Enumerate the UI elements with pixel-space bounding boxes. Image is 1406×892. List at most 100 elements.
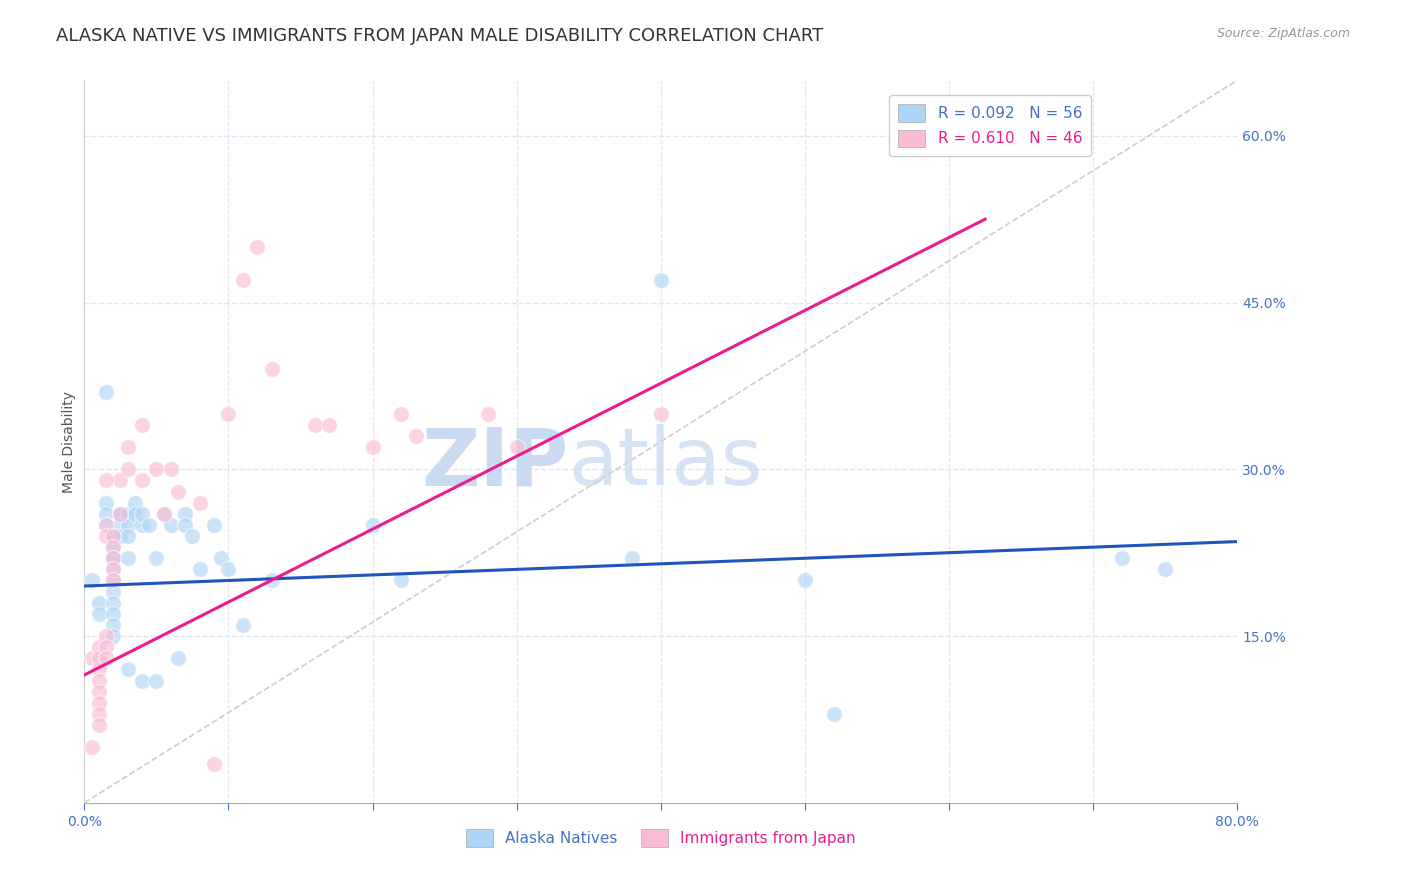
- Point: [87, 684, 110, 698]
- Point: [110, 507, 132, 521]
- Point: [246, 240, 269, 254]
- Point: [87, 718, 110, 732]
- Text: Source: ZipAtlas.com: Source: ZipAtlas.com: [1216, 27, 1350, 40]
- Point: [391, 574, 413, 588]
- Point: [145, 551, 167, 566]
- Point: [131, 517, 153, 532]
- Point: [80, 740, 103, 755]
- Point: [1111, 551, 1133, 566]
- Point: [117, 551, 139, 566]
- Point: [202, 517, 225, 532]
- Point: [145, 462, 167, 476]
- Point: [87, 607, 110, 621]
- Point: [218, 407, 240, 421]
- Point: [131, 474, 153, 488]
- Point: [650, 407, 672, 421]
- Point: [103, 607, 124, 621]
- Point: [80, 651, 103, 665]
- Point: [152, 507, 174, 521]
- Point: [94, 384, 117, 399]
- Point: [650, 273, 672, 287]
- Point: [103, 618, 124, 632]
- Point: [477, 407, 499, 421]
- Point: [209, 551, 232, 566]
- Point: [131, 507, 153, 521]
- Point: [87, 706, 110, 721]
- Point: [260, 362, 283, 376]
- Point: [160, 517, 183, 532]
- Point: [103, 540, 124, 554]
- Point: [188, 496, 211, 510]
- Point: [361, 440, 384, 454]
- Point: [117, 462, 139, 476]
- Point: [94, 640, 117, 655]
- Text: ZIP: ZIP: [422, 425, 568, 502]
- Point: [103, 551, 124, 566]
- Legend: Alaska Natives, Immigrants from Japan: Alaska Natives, Immigrants from Japan: [460, 823, 862, 853]
- Point: [87, 696, 110, 710]
- Point: [87, 596, 110, 610]
- Point: [823, 706, 845, 721]
- Point: [304, 417, 326, 432]
- Point: [218, 562, 240, 576]
- Point: [87, 651, 110, 665]
- Point: [110, 529, 132, 543]
- Point: [94, 507, 117, 521]
- Text: ALASKA NATIVE VS IMMIGRANTS FROM JAPAN MALE DISABILITY CORRELATION CHART: ALASKA NATIVE VS IMMIGRANTS FROM JAPAN M…: [56, 27, 824, 45]
- Y-axis label: Male Disability: Male Disability: [62, 391, 76, 492]
- Point: [87, 662, 110, 676]
- Point: [167, 484, 190, 499]
- Point: [94, 629, 117, 643]
- Point: [145, 673, 167, 688]
- Point: [391, 407, 413, 421]
- Point: [967, 128, 990, 143]
- Point: [110, 507, 132, 521]
- Point: [124, 496, 146, 510]
- Point: [117, 662, 139, 676]
- Point: [361, 517, 384, 532]
- Point: [131, 417, 153, 432]
- Point: [103, 629, 124, 643]
- Point: [103, 529, 124, 543]
- Point: [202, 756, 225, 771]
- Point: [103, 562, 124, 576]
- Point: [103, 574, 124, 588]
- Point: [1154, 562, 1177, 576]
- Point: [160, 462, 183, 476]
- Point: [117, 517, 139, 532]
- Point: [103, 529, 124, 543]
- Point: [103, 596, 124, 610]
- Point: [110, 507, 132, 521]
- Point: [318, 417, 340, 432]
- Point: [110, 517, 132, 532]
- Point: [103, 584, 124, 599]
- Text: atlas: atlas: [568, 425, 763, 502]
- Point: [103, 551, 124, 566]
- Point: [103, 574, 124, 588]
- Point: [103, 540, 124, 554]
- Point: [103, 551, 124, 566]
- Point: [124, 507, 146, 521]
- Point: [87, 640, 110, 655]
- Point: [181, 529, 204, 543]
- Point: [87, 673, 110, 688]
- Point: [405, 429, 427, 443]
- Point: [152, 507, 174, 521]
- Point: [138, 517, 160, 532]
- Point: [80, 574, 103, 588]
- Point: [621, 551, 644, 566]
- Point: [174, 517, 197, 532]
- Point: [117, 507, 139, 521]
- Point: [94, 517, 117, 532]
- Point: [188, 562, 211, 576]
- Point: [103, 562, 124, 576]
- Point: [506, 440, 529, 454]
- Point: [174, 507, 197, 521]
- Point: [131, 673, 153, 688]
- Point: [94, 529, 117, 543]
- Point: [94, 651, 117, 665]
- Point: [110, 474, 132, 488]
- Point: [794, 574, 817, 588]
- Point: [167, 651, 190, 665]
- Point: [117, 440, 139, 454]
